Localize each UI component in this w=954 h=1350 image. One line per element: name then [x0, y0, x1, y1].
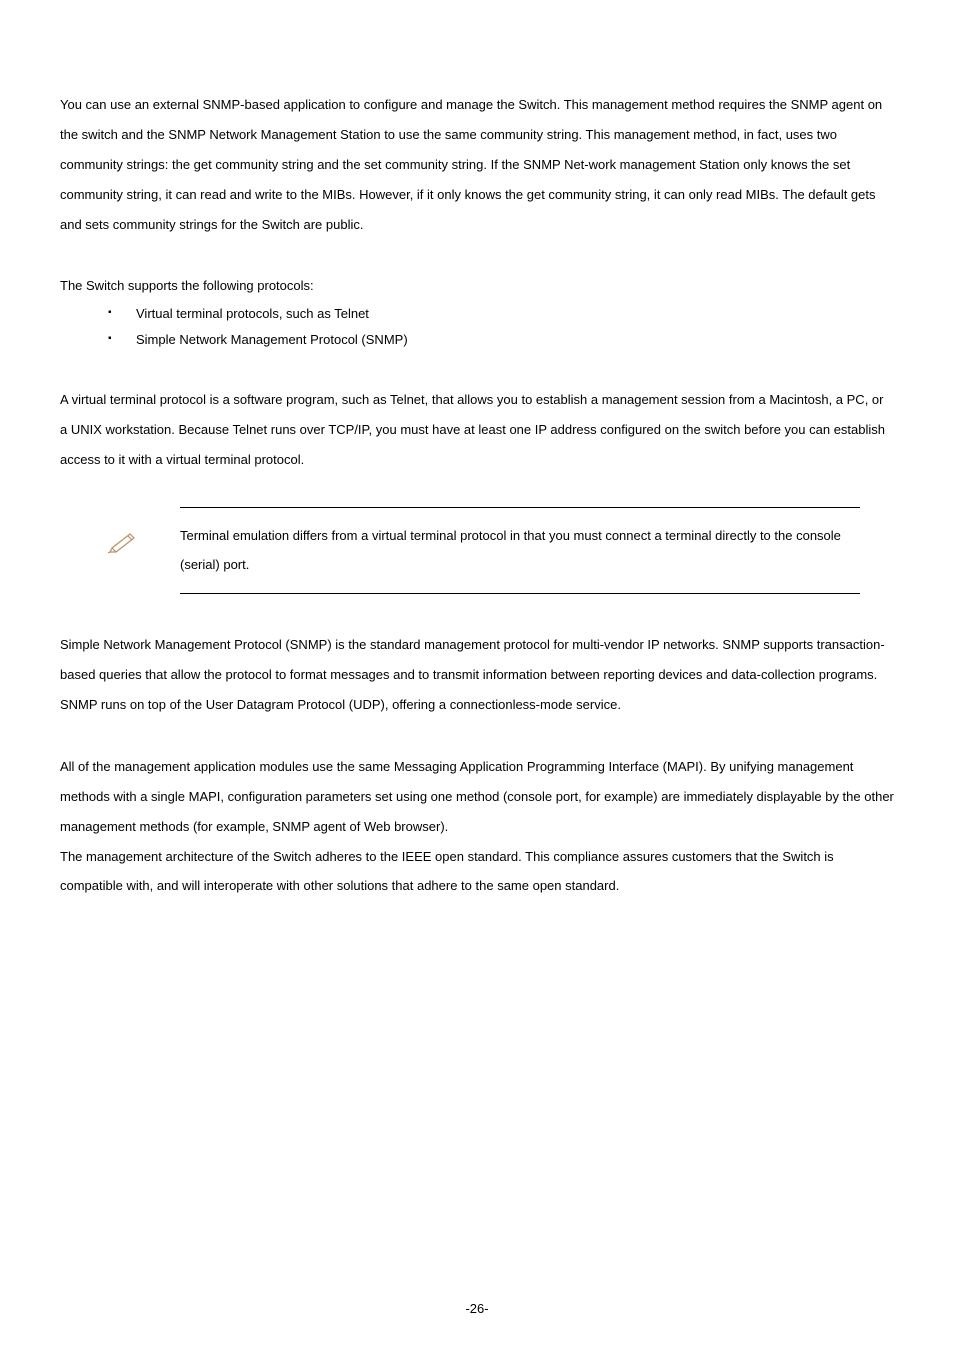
note-text: Terminal emulation differs from a virtua… — [180, 522, 860, 579]
pencil-icon — [106, 528, 150, 557]
paragraph-mapi: All of the management application module… — [60, 752, 894, 842]
paragraph-snmp-detail: Simple Network Management Protocol (SNMP… — [60, 630, 894, 720]
note-content: Terminal emulation differs from a virtua… — [180, 508, 860, 593]
note-block: Terminal emulation differs from a virtua… — [180, 507, 860, 594]
divider — [180, 593, 860, 594]
bullet-list: Virtual terminal protocols, such as Teln… — [60, 301, 894, 353]
paragraph-snmp-overview: You can use an external SNMP-based appli… — [60, 90, 894, 239]
list-item: Virtual terminal protocols, such as Teln… — [108, 301, 894, 327]
list-intro: The Switch supports the following protoc… — [60, 271, 894, 301]
list-item: Simple Network Management Protocol (SNMP… — [108, 327, 894, 353]
paragraph-architecture: The management architecture of the Switc… — [60, 842, 894, 902]
protocol-list-block: The Switch supports the following protoc… — [60, 271, 894, 353]
paragraph-virtual-terminal: A virtual terminal protocol is a softwar… — [60, 385, 894, 475]
page-number: -26- — [0, 1301, 954, 1316]
